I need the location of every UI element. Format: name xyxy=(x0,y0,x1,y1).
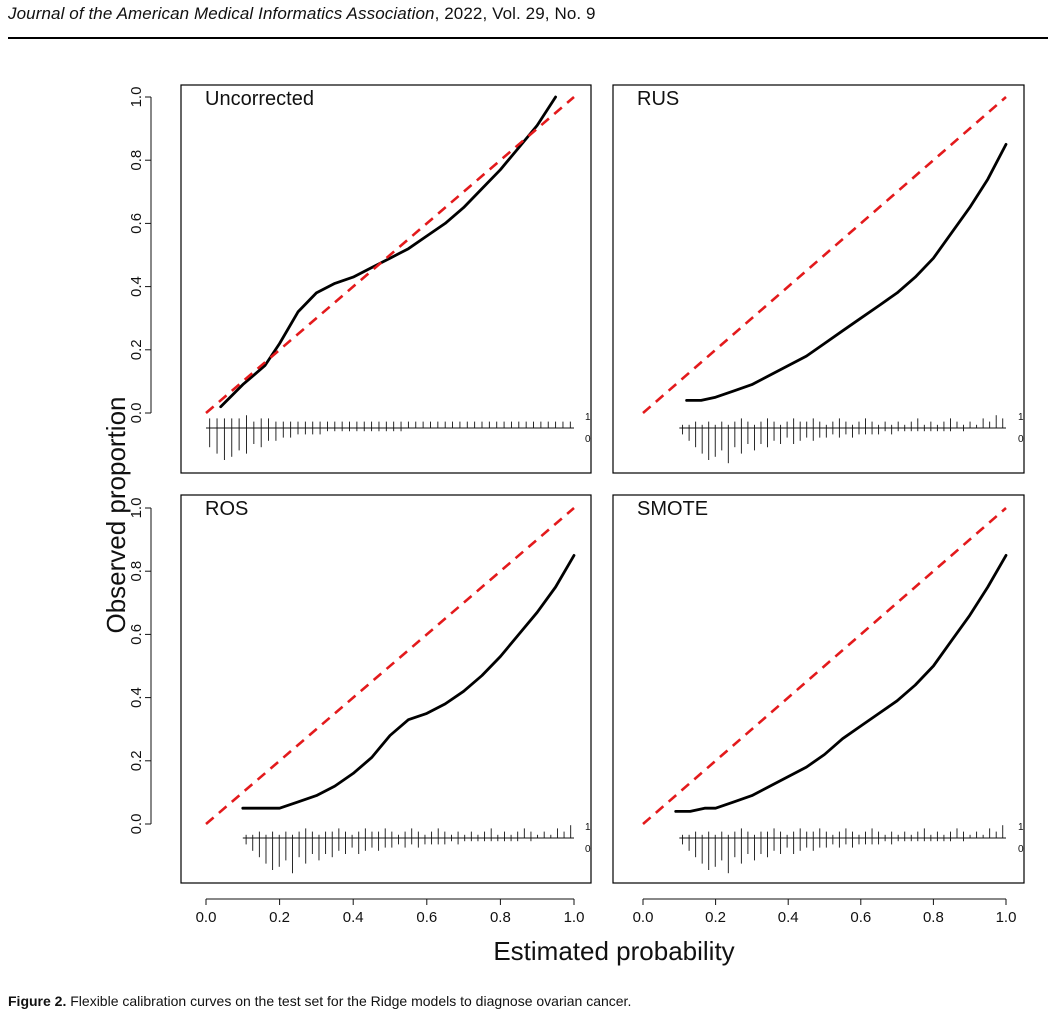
rug-label-1: 1 xyxy=(585,822,591,833)
panel-1: RUS 1 0 xyxy=(612,84,1025,474)
y-tick-label: 0.8 xyxy=(128,150,145,171)
y-axis-title: Observed proportion xyxy=(101,396,131,633)
calibration-curve xyxy=(219,95,557,409)
reference-line xyxy=(642,507,1007,825)
rug-label-0: 0 xyxy=(1018,434,1024,445)
journal-header: Journal of the American Medical Informat… xyxy=(8,4,596,24)
panel-title: SMOTE xyxy=(637,498,708,520)
y-tick-label: 0.4 xyxy=(128,687,145,708)
panels: Uncorrected 0.0 0.2 0.4 0.6 0.8 1.0 1 0 RUS 1 0 ROS 0… xyxy=(128,84,1025,926)
x-tick-label: 0.4 xyxy=(778,909,799,926)
panel-title: RUS xyxy=(637,88,679,110)
y-tick-label: 0.4 xyxy=(128,276,145,297)
panel-3: SMOTE 0.0 0.2 0.4 0.6 0.8 1.0 1 0 xyxy=(612,494,1025,926)
rug-label-0: 0 xyxy=(1018,844,1024,855)
x-tick-label: 0.0 xyxy=(633,909,654,926)
rug-label-0: 0 xyxy=(585,434,591,445)
panel-title: ROS xyxy=(205,498,248,520)
x-tick-label: 0.4 xyxy=(343,909,364,926)
y-tick-label: 0.0 xyxy=(128,814,145,835)
x-axis-title: Estimated probability xyxy=(493,936,734,966)
x-tick-label: 1.0 xyxy=(996,909,1017,926)
calibration-curve xyxy=(241,554,576,810)
panel-2: ROS 0.0 0.2 0.4 0.6 0.8 1.0 0.0 0.2 0.4 0.6 0.8 1.0 1… xyxy=(128,494,592,926)
y-tick-label: 1.0 xyxy=(128,87,145,108)
y-tick-label: 0.2 xyxy=(128,750,145,771)
x-tick-label: 0.2 xyxy=(269,909,290,926)
x-tick-label: 0.8 xyxy=(923,909,944,926)
calibration-curve xyxy=(685,143,1008,402)
reference-line xyxy=(205,507,575,825)
calibration-figure: Observed proportion Estimated probabilit… xyxy=(101,84,1025,966)
x-tick-label: 0.0 xyxy=(196,909,217,926)
panel-frame xyxy=(180,84,592,474)
y-tick-label: 0.6 xyxy=(128,213,145,234)
x-tick-label: 1.0 xyxy=(564,909,585,926)
y-tick-label: 1.0 xyxy=(128,498,145,519)
panel-frame xyxy=(180,494,592,884)
reference-line xyxy=(642,96,1007,414)
panel-frame xyxy=(612,494,1025,884)
x-tick-label: 0.6 xyxy=(850,909,871,926)
calibration-curve xyxy=(674,554,1008,813)
journal-name: Journal of the American Medical Informat… xyxy=(8,4,435,23)
header-rule xyxy=(8,37,1048,39)
panel-frame xyxy=(612,84,1025,474)
journal-details: , 2022, Vol. 29, No. 9 xyxy=(434,4,596,23)
x-tick-label: 0.8 xyxy=(490,909,511,926)
rug-label-1: 1 xyxy=(585,412,591,423)
figure-label: Figure 2. xyxy=(8,993,67,1009)
rug-label-1: 1 xyxy=(1018,412,1024,423)
y-tick-label: 0.6 xyxy=(128,624,145,645)
reference-line xyxy=(205,96,575,414)
y-tick-label: 0.8 xyxy=(128,561,145,582)
y-tick-label: 0.0 xyxy=(128,403,145,424)
panel-title: Uncorrected xyxy=(205,88,314,110)
y-tick-label: 0.2 xyxy=(128,339,145,360)
x-tick-label: 0.6 xyxy=(416,909,437,926)
panel-0: Uncorrected 0.0 0.2 0.4 0.6 0.8 1.0 1 0 xyxy=(128,84,592,474)
figure-caption: Figure 2. Flexible calibration curves on… xyxy=(8,993,631,1009)
rug-label-0: 0 xyxy=(585,844,591,855)
caption-text: Flexible calibration curves on the test … xyxy=(66,993,632,1009)
rug-label-1: 1 xyxy=(1018,822,1024,833)
x-tick-label: 0.2 xyxy=(705,909,726,926)
